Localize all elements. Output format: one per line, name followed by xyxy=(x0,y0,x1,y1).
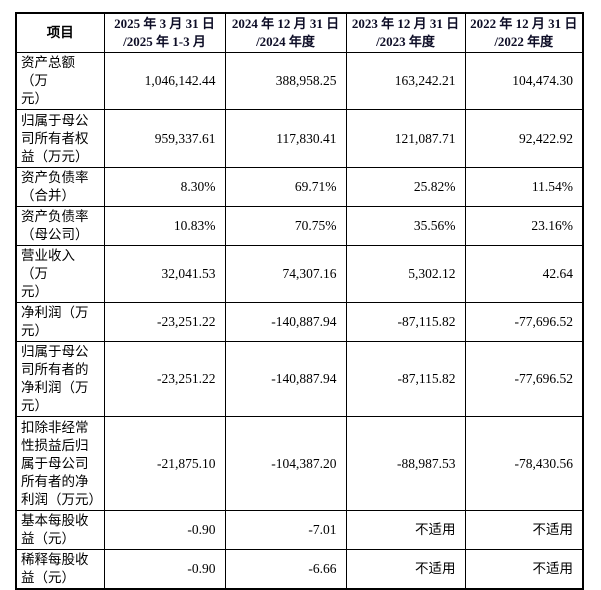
column-header-2024: 2024 年 12 月 31 日 /2024 年度 xyxy=(224,12,347,53)
value-cell: -0.90 xyxy=(103,510,226,550)
value-cell: 163,242.21 xyxy=(345,52,466,110)
value-cell: -140,887.94 xyxy=(224,302,347,342)
table-row: 营业收入（万 元） 32,041.53 74,307.16 5,302.12 42.64 xyxy=(15,245,584,303)
row-label: 稀释每股收 益（元） xyxy=(15,549,105,590)
row-label: 资产负债率 （合并） xyxy=(15,167,105,207)
value-cell: 10.83% xyxy=(103,206,226,246)
row-label: 扣除非经常 性损益后归 属于母公司 所有者的净 利润（万元） xyxy=(15,416,105,511)
value-cell: 92,422.92 xyxy=(464,109,584,168)
value-cell: -78,430.56 xyxy=(464,416,584,511)
value-cell: -21,875.10 xyxy=(103,416,226,511)
financial-summary-table: 项目 2025 年 3 月 31 日 /2025 年 1-3 月 2024 年 … xyxy=(15,12,584,590)
table-row: 归属于母公 司所有者权 益（万元） 959,337.61 117,830.41 121… xyxy=(15,109,584,168)
table-row: 资产负债率 （母公司） 10.83% 70.75% 35.56% 23.16% xyxy=(15,206,584,246)
value-cell: -77,696.52 xyxy=(464,302,584,342)
value-cell: 1,046,142.44 xyxy=(103,52,226,110)
table-row: 净利润（万 元） -23,251.22 -140,887.94 -87,115.82-… xyxy=(15,302,584,342)
value-cell: 不适用 xyxy=(464,549,584,590)
value-cell: 32,041.53 xyxy=(103,245,226,303)
table-row: 资产负债率 （合并） 8.30% 69.71% 25.82% 11.54% xyxy=(15,167,584,207)
value-cell: -140,887.94 xyxy=(224,341,347,417)
value-cell: 不适用 xyxy=(345,510,466,550)
value-cell: -77,696.52 xyxy=(464,341,584,417)
value-cell: 11.54% xyxy=(464,167,584,207)
value-cell: 121,087.71 xyxy=(345,109,466,168)
value-cell: 388,958.25 xyxy=(224,52,347,110)
row-label: 营业收入（万 元） xyxy=(15,245,105,303)
value-cell: -87,115.82 xyxy=(345,302,466,342)
table-row: 稀释每股收 益（元） -0.90 -6.66 不适用 不适用 xyxy=(15,549,584,590)
value-cell: 23.16% xyxy=(464,206,584,246)
value-cell: 74,307.16 xyxy=(224,245,347,303)
value-cell: -87,115.82 xyxy=(345,341,466,417)
column-header-2025q1: 2025 年 3 月 31 日 /2025 年 1-3 月 xyxy=(103,12,226,53)
value-cell: -7.01 xyxy=(224,510,347,550)
value-cell: 不适用 xyxy=(464,510,584,550)
value-cell: -0.90 xyxy=(103,549,226,590)
table-row: 资产总额（万 元） 1,046,142.44 388,958.25 163,242.2… xyxy=(15,52,584,110)
value-cell: 69.71% xyxy=(224,167,347,207)
value-cell: 70.75% xyxy=(224,206,347,246)
value-cell: 不适用 xyxy=(345,549,466,590)
table-body: 资产总额（万 元） 1,046,142.44 388,958.25 163,242.2… xyxy=(15,52,584,590)
value-cell: 959,337.61 xyxy=(103,109,226,168)
value-cell: -104,387.20 xyxy=(224,416,347,511)
value-cell: 42.64 xyxy=(464,245,584,303)
value-cell: 117,830.41 xyxy=(224,109,347,168)
value-cell: 35.56% xyxy=(345,206,466,246)
column-header-2023: 2023 年 12 月 31 日 /2023 年度 xyxy=(345,12,466,53)
table-row: 基本每股收 益（元） -0.90 -7.01 不适用 不适用 xyxy=(15,510,584,550)
row-label: 归属于母公 司所有者的 净利润（万 元） xyxy=(15,341,105,417)
row-label: 资产负债率 （母公司） xyxy=(15,206,105,246)
column-header-item: 项目 xyxy=(15,12,105,53)
value-cell: -88,987.53 xyxy=(345,416,466,511)
header-row: 项目 2025 年 3 月 31 日 /2025 年 1-3 月 2024 年 … xyxy=(15,12,584,53)
value-cell: 5,302.12 xyxy=(345,245,466,303)
value-cell: -23,251.22 xyxy=(103,302,226,342)
row-label: 资产总额（万 元） xyxy=(15,52,105,110)
value-cell: -6.66 xyxy=(224,549,347,590)
value-cell: 104,474.30 xyxy=(464,52,584,110)
value-cell: 8.30% xyxy=(103,167,226,207)
row-label: 基本每股收 益（元） xyxy=(15,510,105,550)
value-cell: 25.82% xyxy=(345,167,466,207)
row-label: 净利润（万 元） xyxy=(15,302,105,342)
table-row: 扣除非经常 性损益后归 属于母公司 所有者的净 利润（万元） -21,875.10… xyxy=(15,416,584,511)
table-header: 项目 2025 年 3 月 31 日 /2025 年 1-3 月 2024 年 … xyxy=(15,12,584,53)
column-header-2022: 2022 年 12 月 31 日 /2022 年度 xyxy=(464,12,584,53)
row-label: 归属于母公 司所有者权 益（万元） xyxy=(15,109,105,168)
table-row: 归属于母公 司所有者的 净利润（万 元） -23,251.22 -140,887.9… xyxy=(15,341,584,417)
value-cell: -23,251.22 xyxy=(103,341,226,417)
document-page: { "table": { "columns": [ { "label": "项目… xyxy=(15,12,584,590)
